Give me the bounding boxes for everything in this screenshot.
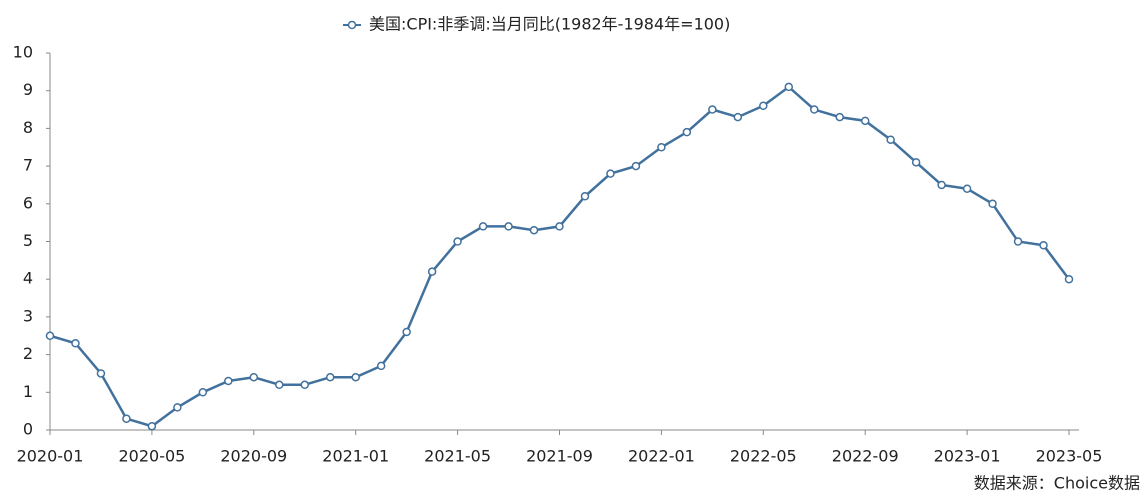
point-marker	[478, 222, 488, 231]
point-marker	[784, 82, 794, 92]
point-marker	[657, 143, 666, 152]
point-marker	[147, 421, 157, 431]
series-line	[49, 85, 1070, 428]
x-tick-label: 2021-05	[424, 447, 491, 466]
point-marker	[708, 105, 717, 114]
x-tick-label: 2022-09	[832, 447, 899, 466]
point-marker	[198, 388, 208, 397]
point-marker	[300, 380, 309, 390]
point-marker	[860, 116, 870, 126]
y-tick-label: 0	[23, 420, 33, 439]
point-marker	[173, 403, 182, 412]
point-marker	[96, 369, 106, 378]
y-tick-label: 6	[23, 193, 33, 212]
point-marker	[988, 199, 997, 209]
point-marker	[962, 184, 972, 193]
point-marker	[453, 237, 462, 246]
point-marker	[631, 161, 641, 171]
point-marker	[224, 376, 233, 386]
point-marker	[937, 180, 946, 190]
point-marker	[835, 112, 844, 122]
point-marker	[555, 222, 564, 231]
point-marker	[682, 127, 692, 137]
x-tick-label: 2022-05	[730, 447, 797, 466]
point-marker	[733, 112, 743, 122]
legend-label: 美国:CPI:非季调:当月同比(1982年-1984年=100)	[369, 15, 730, 34]
x-tick-label: 2023-01	[934, 447, 1001, 466]
y-tick-label: 4	[23, 269, 33, 288]
y-tick-label: 1	[23, 382, 33, 401]
x-tick-label: 2020-09	[220, 447, 287, 466]
point-marker	[325, 372, 335, 382]
y-tick-label: 3	[23, 306, 33, 325]
x-tick-label: 2022-01	[628, 447, 695, 466]
point-marker	[249, 372, 259, 382]
x-tick-label: 2021-01	[322, 447, 389, 466]
point-marker	[402, 327, 411, 337]
y-tick-label: 10	[13, 43, 33, 62]
point-marker	[122, 414, 131, 423]
point-marker	[810, 105, 819, 114]
x-tick-label: 2020-05	[118, 447, 185, 466]
x-tick-label: 2020-01	[17, 447, 84, 466]
point-marker	[1013, 237, 1023, 246]
point-marker	[376, 361, 386, 371]
point-marker	[71, 339, 80, 348]
y-tick-label: 5	[23, 231, 33, 250]
y-tick-label: 8	[23, 118, 33, 137]
point-marker	[1064, 274, 1074, 284]
source-note: 数据来源：Choice数据	[974, 474, 1140, 493]
x-tick-label: 2023-05	[1036, 447, 1103, 466]
point-marker	[580, 192, 590, 201]
y-tick-label: 7	[23, 156, 33, 175]
point-marker	[351, 372, 360, 382]
point-marker	[275, 380, 284, 390]
x-tick-label: 2021-09	[526, 447, 593, 466]
y-tick-label: 2	[23, 344, 33, 363]
point-marker	[911, 158, 921, 167]
point-marker	[606, 169, 615, 178]
point-marker	[759, 101, 768, 111]
legend-marker	[347, 20, 357, 30]
point-marker	[504, 222, 513, 231]
point-marker	[529, 225, 539, 235]
y-tick-label: 9	[23, 80, 33, 99]
point-marker	[886, 135, 895, 144]
point-marker	[427, 267, 437, 276]
point-marker	[45, 331, 55, 340]
point-marker	[1039, 241, 1048, 250]
